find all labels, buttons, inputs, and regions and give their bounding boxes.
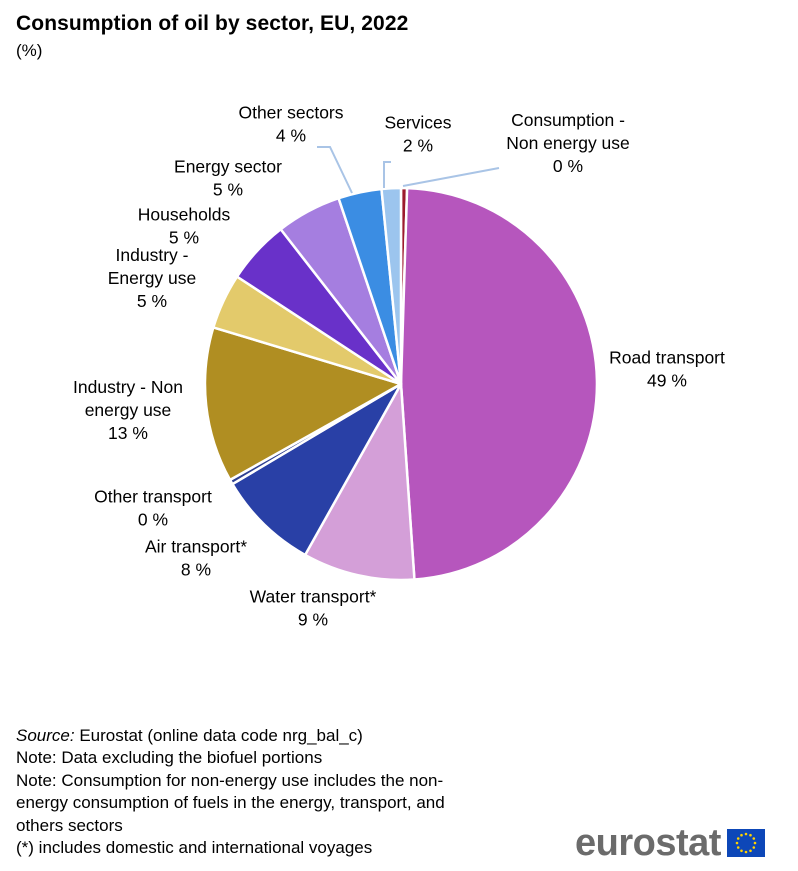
slice-value-label: 8 % <box>181 560 211 580</box>
slice-value-label: 9 % <box>298 610 328 630</box>
note-line: (*) includes domestic and international … <box>16 838 373 858</box>
slice-name-label: Industry - Non <box>73 377 183 397</box>
slice-name-label: Services <box>384 113 451 133</box>
source-label: Source: <box>16 726 75 745</box>
flag-star-icon <box>736 837 740 840</box>
slice-label: Industry - Energy use 5 % <box>108 245 197 311</box>
note-line: Note: Consumption for non-energy use inc… <box>16 770 444 790</box>
flag-star-icon <box>749 849 752 853</box>
flag-star-icon <box>735 841 739 845</box>
note-line: others sectors <box>16 815 123 835</box>
slice-label: Energy sector 5 % <box>174 157 282 200</box>
eurostat-logo-text: eurostat <box>575 822 721 864</box>
slice-label: Road transport 49 % <box>609 348 725 391</box>
slice-name-label: Energy use <box>108 268 197 288</box>
eu-flag-icon <box>726 829 765 857</box>
slice-value-label: 0 % <box>553 156 583 176</box>
pie-slice-road-transport <box>399 186 599 581</box>
slice-name-label: Other transport <box>94 487 212 507</box>
chart-subtitle: (%) <box>16 41 43 60</box>
slice-label: Services 2 % <box>384 113 451 156</box>
slice-name-label: Air transport* <box>145 537 247 557</box>
slice-label: Water transport* 9 % <box>250 587 377 630</box>
source-text: Eurostat (online data code nrg_bal_c) <box>74 726 363 745</box>
slice-value-label: 5 % <box>169 228 199 248</box>
slice-value-label: 0 % <box>138 510 168 530</box>
flag-star-icon <box>740 833 743 837</box>
slice-value-label: 13 % <box>108 423 148 443</box>
slice-name-label: Road transport <box>609 348 725 368</box>
eurostat-logo: eurostat <box>575 823 765 863</box>
source-line: Source: Eurostat (online data code nrg_b… <box>16 725 556 747</box>
flag-star-icon <box>753 841 757 845</box>
chart-notes: Source: Eurostat (online data code nrg_b… <box>16 725 556 859</box>
flag-star-icon <box>752 846 756 849</box>
slice-value-label: 5 % <box>213 180 243 200</box>
flag-star-icon <box>740 849 743 853</box>
slice-label: Industry - Non energy use 13 % <box>73 377 183 443</box>
slice-value-label: 4 % <box>276 126 306 146</box>
pie-slice-industry-non-energy-use <box>203 326 403 482</box>
flag-star-icon <box>752 837 756 840</box>
slice-name-label: Households <box>138 205 231 225</box>
note-line: energy consumption of fuels in the energ… <box>16 793 445 813</box>
pie-chart: Consumption - Non energy use 0 % Road trans… <box>73 103 725 630</box>
slice-value-label: 5 % <box>137 291 167 311</box>
slice-name-label: Energy sector <box>174 157 282 177</box>
pie-slice-services <box>380 186 403 386</box>
flag-star-icon <box>749 833 752 837</box>
slice-name-label: Water transport* <box>250 587 377 607</box>
leader-line <box>317 146 353 194</box>
slice-name-label: Non energy use <box>506 133 630 153</box>
slice-name-label: energy use <box>85 400 172 420</box>
slice-value-label: 2 % <box>403 136 433 156</box>
leader-line <box>383 161 391 188</box>
slice-label: Other transport 0 % <box>94 487 212 530</box>
pie-slice-water-transport <box>303 382 416 582</box>
slice-name-label: Other sectors <box>238 103 343 123</box>
pie-slices <box>203 186 599 582</box>
slice-labels: Consumption - Non energy use 0 % Road trans… <box>73 103 725 630</box>
chart-title: Consumption of oil by sector, EU, 2022 <box>16 12 409 35</box>
slice-label: Households 5 % <box>138 205 231 248</box>
flag-star-icon <box>736 846 740 849</box>
flag-star-icon <box>744 832 748 836</box>
leader-line <box>402 167 500 187</box>
flag-star-icon <box>744 850 748 854</box>
leader-lines <box>317 146 500 194</box>
pie-slice-air-transport <box>231 382 403 557</box>
slice-name-label: Consumption - <box>511 110 625 130</box>
note-line: Note: Data excluding the biofuel portion… <box>16 748 323 768</box>
slice-label: Consumption - Non energy use 0 % <box>506 110 630 176</box>
slice-name-label: Industry - <box>116 245 189 265</box>
slice-label: Air transport* 8 % <box>145 537 247 580</box>
slice-label: Other sectors 4 % <box>238 103 343 146</box>
slice-value-label: 49 % <box>647 371 687 391</box>
